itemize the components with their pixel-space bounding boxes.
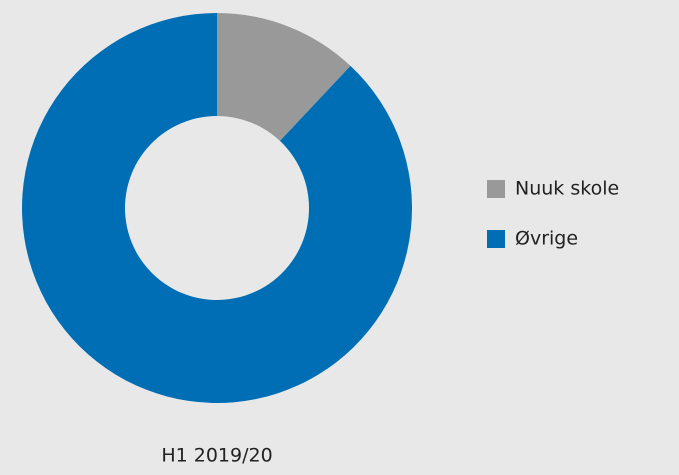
legend-label: Nuuk skole	[515, 178, 619, 200]
legend-swatch	[487, 180, 505, 198]
donut-slice	[217, 13, 351, 141]
legend-label: Øvrige	[515, 228, 578, 250]
category-label: H1 2019/20	[161, 445, 272, 467]
legend-swatch	[487, 230, 505, 248]
donut-slice	[22, 13, 413, 403]
